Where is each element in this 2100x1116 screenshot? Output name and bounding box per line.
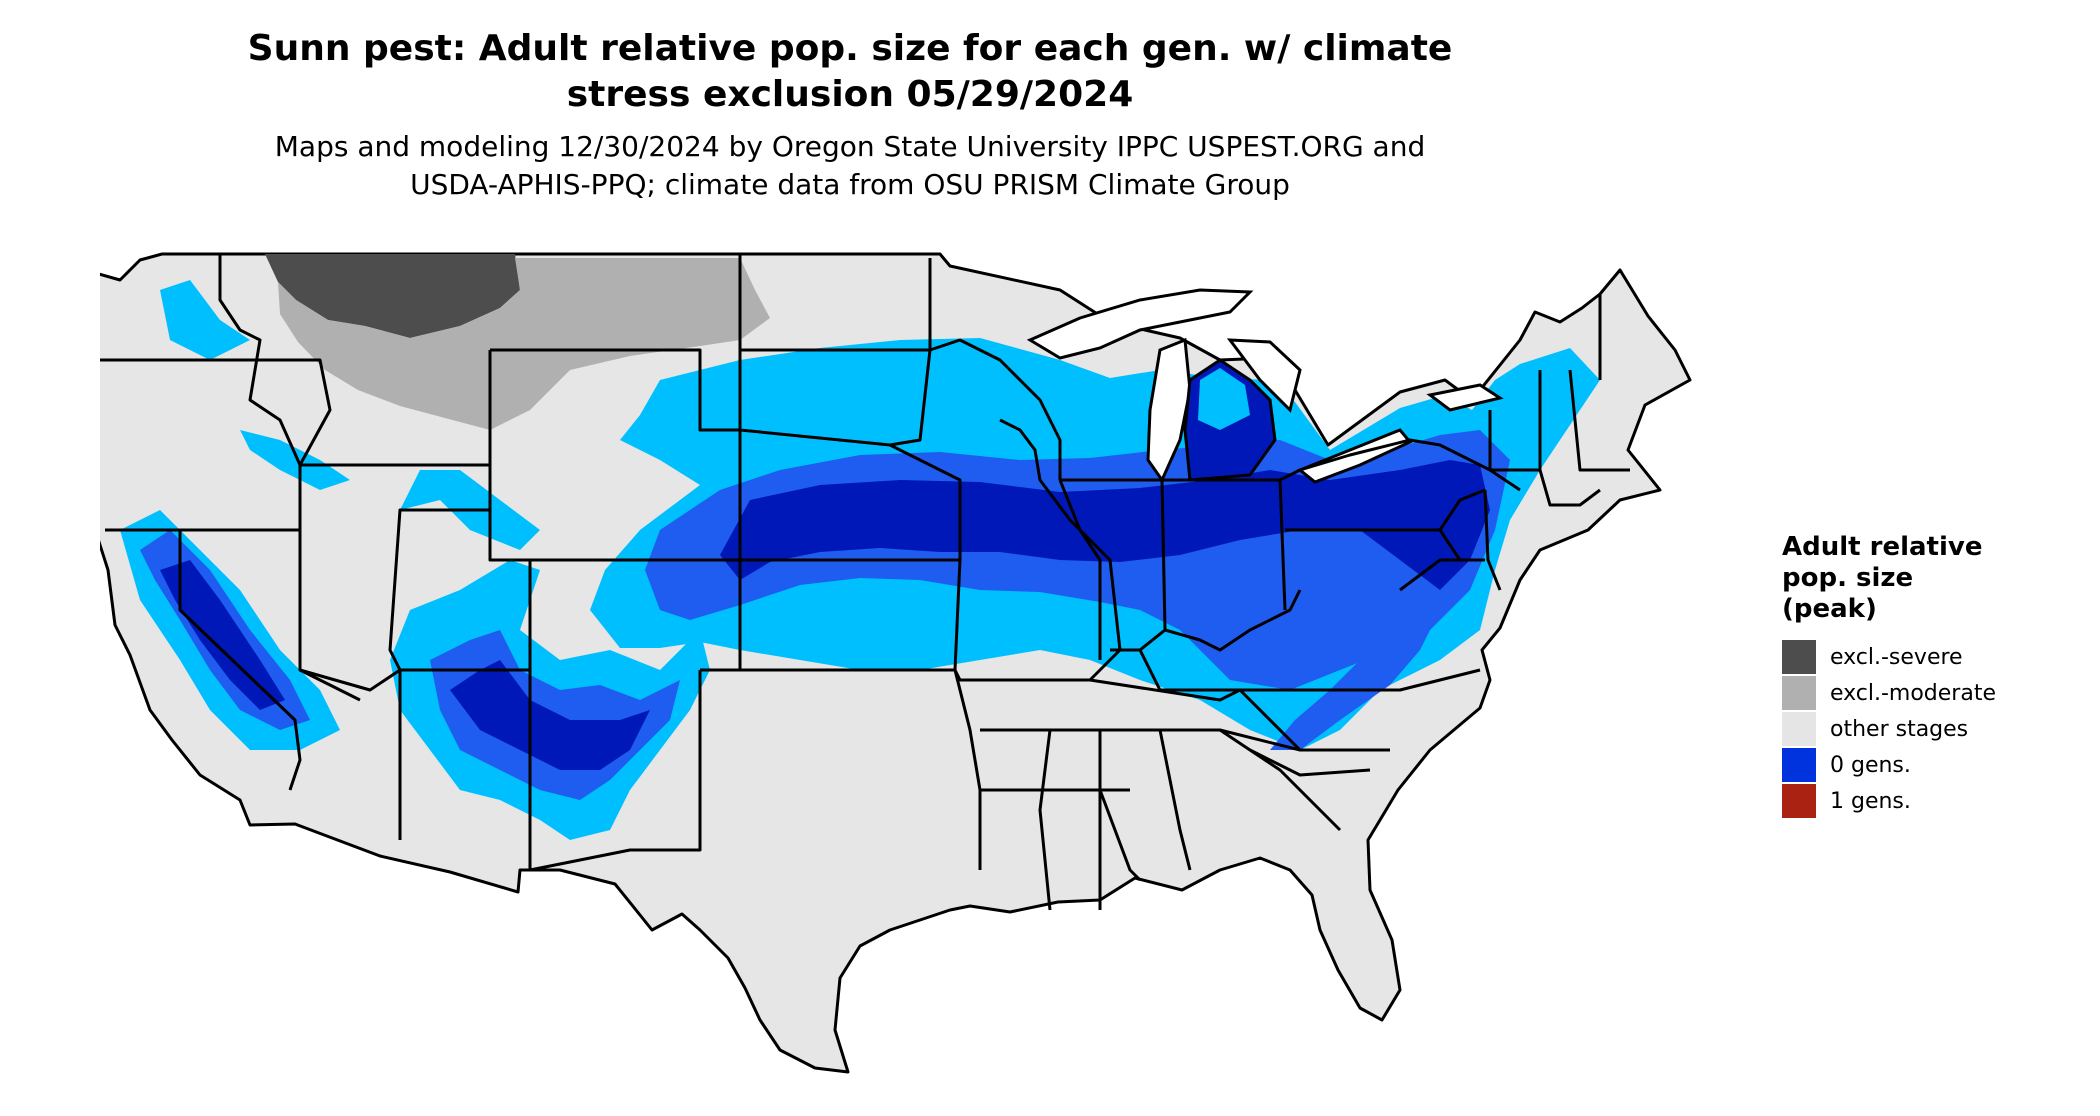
excl-severe-zone xyxy=(265,254,520,338)
dark-blue-zone-california xyxy=(160,560,285,710)
map-title: Sunn pest: Adult relative pop. size for … xyxy=(0,26,1700,118)
lake-superior xyxy=(1026,288,1254,360)
legend-swatch xyxy=(1782,640,1816,674)
excl-moderate-zone xyxy=(278,258,770,430)
legend-item-other-stages: other stages xyxy=(1782,711,1996,747)
dark-blue-zone-east xyxy=(720,460,1490,590)
legend-item-0-gens: 0 gens. xyxy=(1782,747,1996,783)
legend-swatch xyxy=(1782,712,1816,746)
legend-label: other stages xyxy=(1830,716,1969,742)
lake-erie xyxy=(1297,428,1413,484)
state-borders xyxy=(100,254,1630,911)
light-blue-zone-northwest xyxy=(160,280,250,360)
legend-item-excl-moderate: excl.-moderate xyxy=(1782,675,1996,711)
legend-label: 1 gens. xyxy=(1830,788,1911,814)
legend-item-excl-severe: excl.-severe xyxy=(1782,639,1996,675)
legend-item-1-gens: 1 gens. xyxy=(1782,783,1996,819)
legend-title-line-2: pop. size xyxy=(1782,563,1914,593)
legend-swatch xyxy=(1782,784,1816,818)
lake-huron xyxy=(1226,338,1302,413)
map-title-line-2: stress exclusion 05/29/2024 xyxy=(566,74,1134,115)
map-subtitle-line-1: Maps and modeling 12/30/2024 by Oregon S… xyxy=(274,130,1426,163)
lake-michigan xyxy=(1146,337,1192,484)
map-subtitle-line-2: USDA-APHIS-PPQ; climate data from OSU PR… xyxy=(410,168,1290,201)
legend-title-line-1: Adult relative xyxy=(1782,532,1983,562)
legend: Adult relative pop. size (peak) excl.-se… xyxy=(1782,532,1996,819)
lake-ontario xyxy=(1426,383,1504,412)
legend-swatch xyxy=(1782,676,1816,710)
legend-title-line-3: (peak) xyxy=(1782,594,1877,624)
michigan-lower-peninsula-light xyxy=(1198,368,1250,430)
light-blue-zone-idaho xyxy=(240,430,350,490)
us-map xyxy=(100,252,1692,1074)
map-subtitle: Maps and modeling 12/30/2024 by Oregon S… xyxy=(0,128,1700,204)
legend-label: 0 gens. xyxy=(1830,752,1911,778)
legend-swatch xyxy=(1782,748,1816,782)
dark-blue-zone-southwest xyxy=(450,660,650,770)
map-title-line-1: Sunn pest: Adult relative pop. size for … xyxy=(247,28,1453,69)
blue-zone-appalachia xyxy=(1270,590,1440,750)
legend-label: excl.-moderate xyxy=(1830,680,1996,706)
legend-label: excl.-severe xyxy=(1830,644,1963,670)
legend-title: Adult relative pop. size (peak) xyxy=(1782,532,1996,625)
